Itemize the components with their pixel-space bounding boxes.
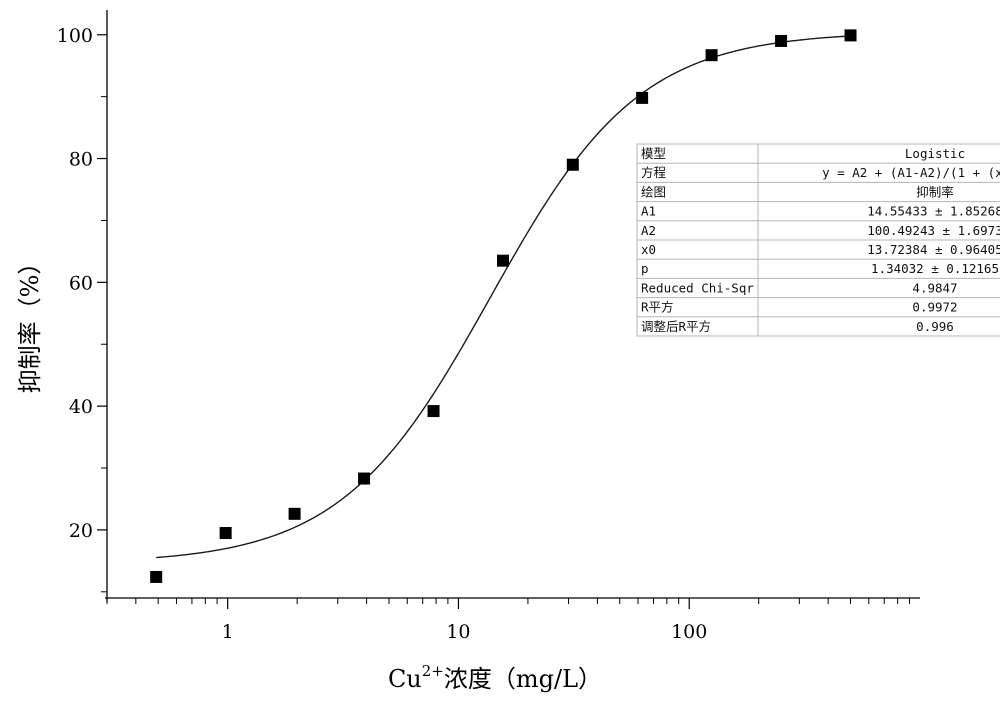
fit-table-label: Reduced Chi-Sqr (641, 280, 754, 295)
data-point (775, 34, 788, 47)
fit-table-value: 100.49243 ± 1.6973 (867, 223, 1000, 238)
fit-table-value: y = A2 + (A1-A2)/(1 + (x/x0)^p (822, 165, 1000, 180)
fit-table-value: 0.9972 (912, 300, 957, 315)
data-point (566, 158, 579, 171)
fit-table-label: A1 (641, 204, 656, 219)
fit-table-value: 14.55433 ± 1.85268 (867, 204, 1000, 219)
y-tick-label: 80 (69, 149, 93, 171)
fit-parameters-table: 模型 Logistic 方程 y = A2 + (A1-A2)/(1 + (x/x0)… (636, 143, 1000, 337)
fit-table-label: p (641, 261, 649, 276)
fit-table-label: A2 (641, 223, 656, 238)
fit-table-label: R平方 (641, 300, 674, 315)
fit-table-label: 绘图 (641, 184, 666, 199)
fit-table-value: 13.72384 ± 0.96405 (867, 242, 1000, 257)
fit-curve (156, 35, 851, 559)
data-point (497, 254, 510, 267)
fit-table-label: 调整后R平方 (641, 319, 711, 334)
data-point (844, 29, 857, 42)
data-point (219, 527, 232, 540)
axes: 20 40 60 80 100 1 10 100 (57, 10, 920, 643)
x-axis-title-unit: 浓度（mg/L） (444, 665, 602, 693)
fit-curve-layer (156, 35, 851, 559)
x-tick-label: 10 (446, 621, 470, 643)
fit-table-label: x0 (641, 242, 656, 257)
fit-table-value: 1.34032 ± 0.12165 (871, 261, 999, 276)
data-points-layer (150, 29, 857, 583)
y-tick-label: 100 (57, 25, 93, 47)
x-tick-label: 100 (671, 621, 707, 643)
y-tick-label: 60 (69, 272, 93, 294)
x-tick-label: 1 (222, 621, 234, 643)
data-point (427, 405, 440, 418)
y-axis-title: 抑制率（%） (16, 251, 44, 394)
fit-table-value: 抑制率 (916, 184, 954, 199)
fit-table-label: 模型 (641, 146, 666, 161)
fit-table-value: Logistic (905, 146, 965, 161)
y-tick-label: 40 (69, 396, 93, 418)
fit-table-value: 0.996 (916, 319, 954, 334)
data-point (705, 49, 718, 62)
data-point (288, 507, 301, 520)
x-axis-title-superscript: 2+ (422, 662, 444, 680)
data-point (150, 570, 163, 583)
fit-table-value: 4.9847 (912, 280, 957, 295)
x-axis-title-main: Cu (388, 665, 422, 693)
x-axis-title: Cu2+浓度（mg/L） (388, 662, 602, 693)
y-tick-label: 20 (69, 520, 93, 542)
data-point (636, 91, 649, 104)
fit-table-label: 方程 (641, 165, 667, 180)
data-point (358, 472, 371, 485)
